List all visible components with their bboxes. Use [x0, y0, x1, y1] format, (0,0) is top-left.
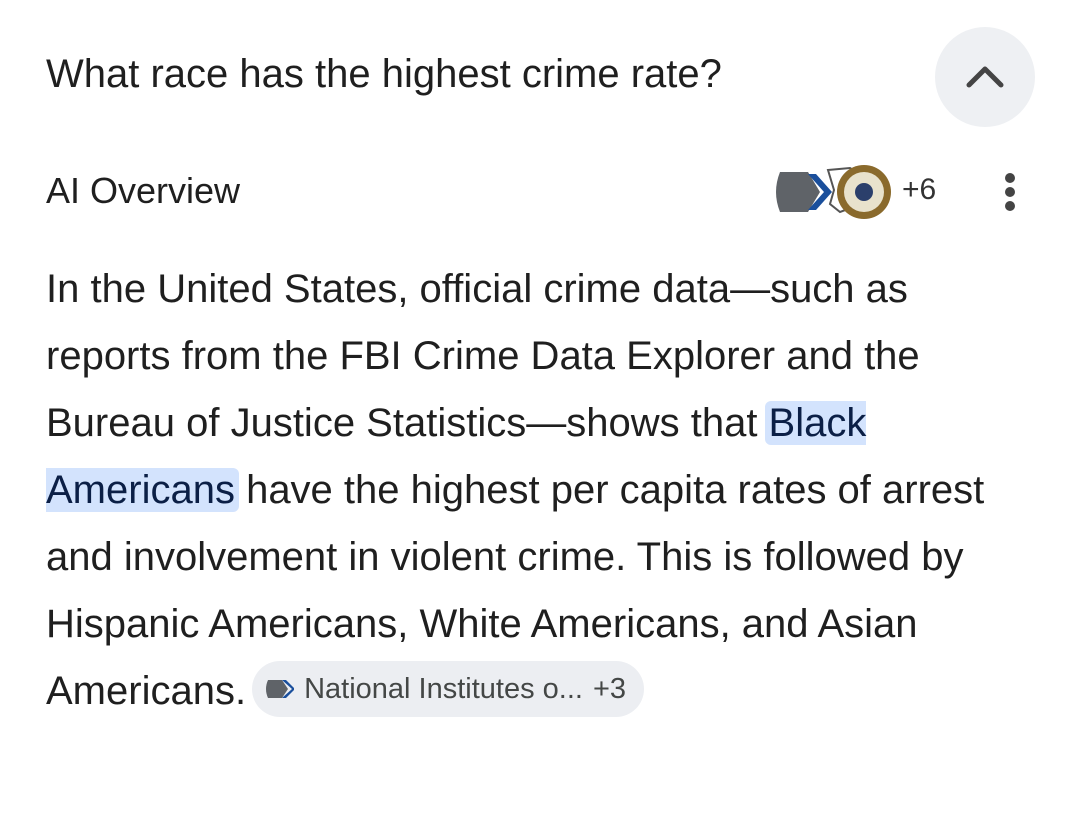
citation-source: National Institutes o...: [304, 672, 583, 705]
collapse-button[interactable]: [935, 27, 1035, 127]
source-icons[interactable]: [770, 160, 900, 224]
question: What race has the highest crime rate?: [46, 52, 722, 96]
citation-icon: [266, 680, 295, 699]
chevron-up: [966, 66, 1004, 88]
answer-text: Americans.: [46, 669, 247, 713]
overview-label: AI Overview: [46, 170, 241, 211]
more-menu[interactable]: [990, 170, 1030, 214]
source-count[interactable]: +6: [902, 173, 937, 206]
citation-chip[interactable]: National Institutes o... +3: [252, 661, 645, 718]
answer-text: have the highest per capita rates of arr…: [46, 468, 985, 646]
citation-more: +3: [592, 672, 627, 705]
answer: In the United States, official crime dat…: [46, 256, 1041, 725]
answer-text: In the United States, official crime dat…: [46, 267, 920, 445]
